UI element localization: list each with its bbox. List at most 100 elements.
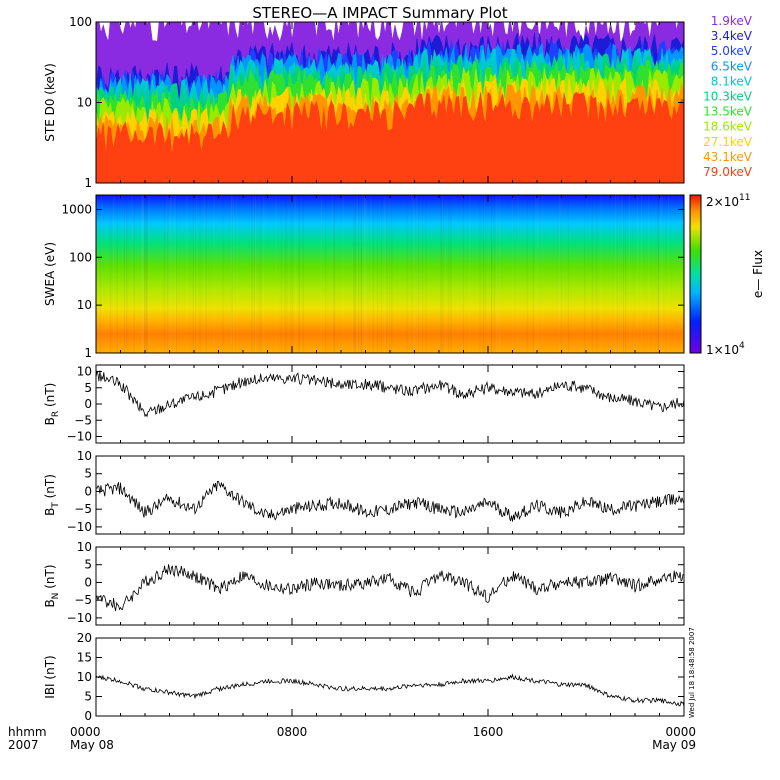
spectrogram-streak bbox=[333, 195, 335, 353]
legend-entry-79.0keV: 79.0keV bbox=[703, 165, 753, 179]
spectrogram-streak bbox=[440, 195, 442, 353]
swea-spectrogram bbox=[96, 195, 684, 353]
spectrogram-streak bbox=[462, 195, 464, 353]
spectrogram-streak bbox=[222, 195, 224, 353]
colorbar-gradient bbox=[689, 194, 702, 354]
spectrogram-streak bbox=[441, 195, 443, 353]
spectrogram-streak bbox=[361, 195, 362, 353]
spectrogram-streak bbox=[658, 195, 659, 353]
y-axis-label-swea: SWEA (eV) bbox=[43, 242, 57, 306]
spectrogram-streak bbox=[567, 195, 569, 353]
spectrogram-streak bbox=[199, 195, 201, 353]
y-tick-label-br-2: 0 bbox=[84, 397, 92, 411]
panel-br: 10 5 0 −5 −10 BR (nT) bbox=[43, 364, 685, 444]
spectrogram-streak bbox=[386, 195, 388, 353]
y-tick-label-bt-0: 10 bbox=[77, 449, 92, 463]
spectrogram-streak bbox=[623, 195, 624, 353]
time-tick-date-0: May 08 bbox=[70, 738, 114, 752]
spectrogram-streak bbox=[146, 195, 148, 353]
time-tick-label-3: 0000 bbox=[665, 725, 696, 739]
spectrogram-streak bbox=[625, 195, 627, 353]
ste-series-79.0keV bbox=[96, 91, 684, 183]
y-axis-label-main-ste: STE D0 (keV) bbox=[43, 63, 57, 142]
ste-spectra bbox=[96, 22, 684, 183]
spectrogram-streak bbox=[381, 195, 383, 353]
spectrogram-streak bbox=[542, 195, 544, 353]
panel-bn: 10 5 0 −5 −10 BN (nT) bbox=[43, 540, 685, 626]
trace-bn bbox=[95, 564, 685, 612]
spectrogram-streak bbox=[213, 195, 215, 353]
spectrogram-streak bbox=[290, 195, 292, 353]
legend-entry-43.1keV: 43.1keV bbox=[703, 150, 753, 164]
spectrogram-streak bbox=[334, 195, 336, 353]
spectrogram-streak bbox=[260, 195, 262, 353]
spectrogram-streak bbox=[170, 195, 172, 353]
time-tick-label-1: 0800 bbox=[277, 725, 308, 739]
y-tick-label-bmag-3: 5 bbox=[84, 690, 92, 704]
spectrogram-streak bbox=[482, 195, 484, 353]
time-axis-label-hhmm: hhmm bbox=[8, 725, 47, 739]
spectrogram-streak bbox=[411, 195, 413, 353]
y-tick-label-swea-3: 1000 bbox=[61, 202, 92, 216]
spectrogram-streak bbox=[144, 195, 146, 353]
y-tick-label-bn-4: −10 bbox=[67, 611, 92, 625]
spectrogram-streak bbox=[353, 195, 355, 353]
spectrogram-streak bbox=[332, 195, 334, 353]
panel-frame-br bbox=[95, 364, 685, 444]
panel-frame-bn bbox=[95, 546, 685, 626]
spectrogram-streak bbox=[479, 195, 481, 353]
spectrogram-streak bbox=[113, 195, 115, 353]
spectrogram-streak bbox=[384, 195, 386, 353]
y-axis-label-ste: STE D0 (keV) bbox=[43, 63, 57, 142]
spectrogram-streak bbox=[133, 195, 135, 353]
spectrogram-streak bbox=[166, 195, 168, 353]
spectrogram-streak bbox=[668, 195, 669, 353]
legend-entry-13.5keV: 13.5keV bbox=[703, 105, 753, 119]
y-axis-label-bt: BT (nT) bbox=[43, 474, 61, 516]
spectrogram-streak bbox=[621, 195, 623, 353]
panel-frame-bmag bbox=[95, 637, 685, 717]
spectrogram-streak bbox=[406, 195, 408, 353]
spectrogram-streak bbox=[560, 195, 562, 353]
spectrogram-streak bbox=[617, 195, 619, 353]
spectrogram-streak bbox=[422, 195, 424, 353]
spectrogram-streak bbox=[231, 195, 233, 353]
spectrogram-streak bbox=[491, 195, 493, 353]
y-tick-label-bmag-4: 0 bbox=[84, 709, 92, 723]
time-tick-label-0: 0000 bbox=[70, 725, 101, 739]
y-axis-label-unit-bmag: (nT) bbox=[43, 655, 57, 683]
panel-frame-bt bbox=[95, 455, 685, 535]
spectrogram-streak bbox=[596, 195, 598, 353]
spectrogram-streak bbox=[491, 195, 493, 353]
spectrogram-streak bbox=[232, 195, 234, 353]
spectrogram-streak bbox=[526, 195, 528, 353]
spectrogram-streak bbox=[354, 195, 356, 353]
y-tick-label-bmag-2: 10 bbox=[77, 670, 92, 684]
spectrogram-streak bbox=[637, 195, 639, 353]
y-tick-label-bt-2: 0 bbox=[84, 484, 92, 498]
spectrogram-streak bbox=[100, 195, 102, 353]
y-tick-label-ste-1: 10 bbox=[77, 96, 92, 110]
panel-swea: 1 10 100 1000 SWEA (eV) bbox=[43, 194, 685, 360]
spectrogram-streak bbox=[364, 195, 366, 353]
spectrogram-streak bbox=[258, 195, 260, 353]
spectrogram-streak bbox=[377, 195, 379, 353]
legend-entry-18.6keV: 18.6keV bbox=[703, 120, 753, 134]
spectrogram-streak bbox=[483, 195, 485, 353]
time-axis-label-year: 2007 bbox=[8, 738, 39, 752]
colorbar: 2×1011 1×104 e— Flux bbox=[689, 193, 765, 357]
spectrogram-streak bbox=[298, 195, 300, 353]
y-axis-label-main-swea: SWEA (eV) bbox=[43, 242, 57, 306]
spectrogram-streak bbox=[131, 195, 133, 353]
y-axis-label-sub-bn: N bbox=[51, 593, 61, 600]
legend-entry-6.5keV: 6.5keV bbox=[711, 59, 753, 73]
spectrogram-streak bbox=[413, 195, 415, 353]
y-tick-label-bmag-1: 15 bbox=[77, 651, 92, 665]
legend-entry-5.0keV: 5.0keV bbox=[711, 44, 753, 58]
legend-entry-27.1keV: 27.1keV bbox=[703, 135, 753, 149]
spectrogram-streak bbox=[255, 195, 256, 353]
spectrogram-streak bbox=[284, 195, 286, 353]
